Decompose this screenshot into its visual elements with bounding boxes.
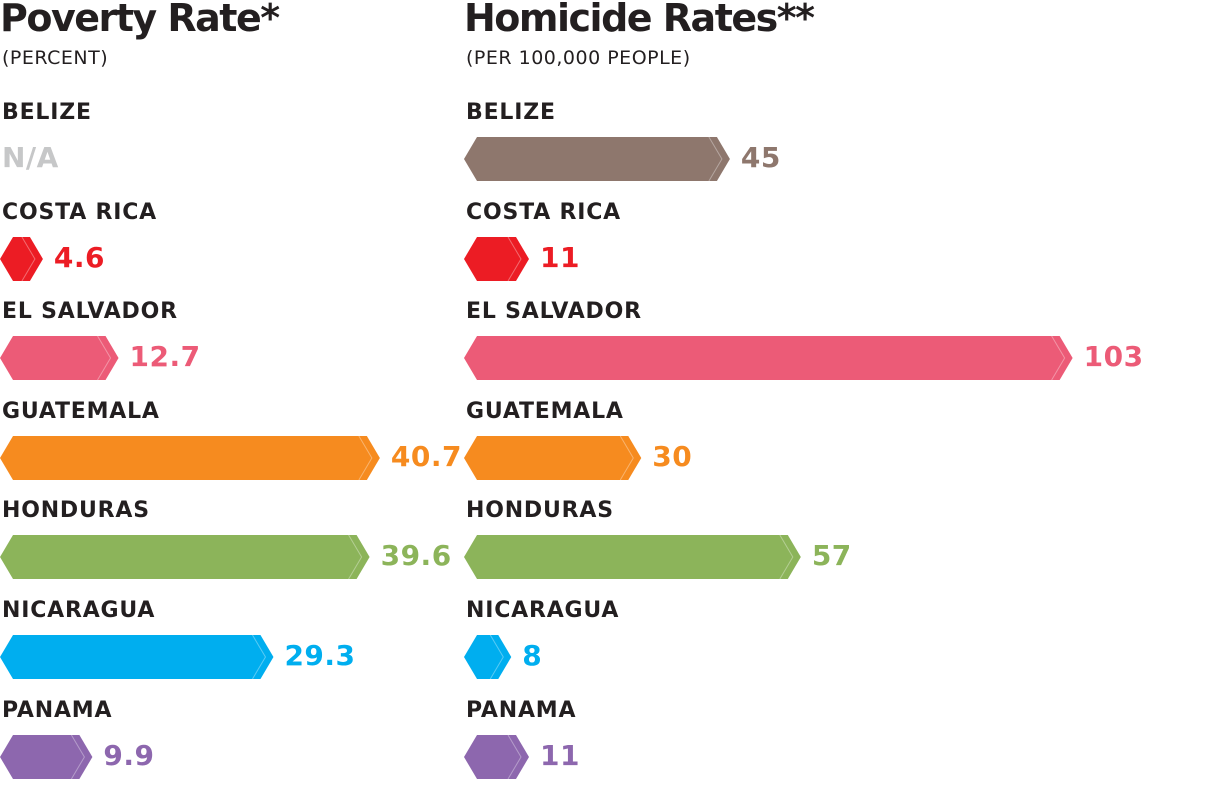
bar-facet (708, 136, 723, 182)
value-label: 12.7 (129, 340, 201, 374)
category-label: NICARAGUA (2, 598, 156, 623)
bar-facet (358, 435, 373, 481)
bar (0, 634, 274, 680)
bar-shape (0, 435, 380, 480)
value-label: 11 (540, 738, 580, 772)
bar (464, 435, 642, 481)
bar-facet (97, 335, 112, 381)
bar (464, 335, 1073, 381)
homicide-row-nicaragua: NICARAGUA 8 (464, 598, 1224, 694)
homicide-row-el-salvador: EL SALVADOR 103 (464, 299, 1224, 395)
poverty-row-el-salvador: EL SALVADOR 12.7 (0, 299, 440, 395)
homicide-subtitle: (PER 100,000 PEOPLE) (466, 47, 691, 69)
bar-shape (464, 137, 730, 181)
value-label: 39.6 (380, 539, 452, 573)
bar (0, 236, 43, 281)
category-label: GUATEMALA (466, 398, 624, 424)
category-label: GUATEMALA (2, 398, 160, 424)
value-label: 8 (522, 639, 543, 672)
category-label: BELIZE (2, 100, 92, 125)
homicide-row-guatemala: GUATEMALA 30 (464, 399, 1224, 495)
value-label-na: N/A (2, 141, 59, 174)
homicide-row-belize: BELIZE 45 (464, 100, 1224, 196)
poverty-row-nicaragua: NICARAGUA 29.3 (0, 598, 440, 694)
bar (464, 535, 801, 580)
category-label: EL SALVADOR (466, 299, 642, 325)
value-label: 4.6 (53, 240, 106, 274)
value-label: 11 (540, 240, 580, 274)
value-label: 30 (652, 439, 693, 473)
poverty-title: Poverty Rate* (0, 0, 280, 40)
category-label: HONDURAS (466, 498, 614, 524)
bar-facet (619, 435, 634, 481)
bar-facet (348, 535, 363, 580)
bar-shape (464, 535, 801, 580)
bar (464, 734, 529, 779)
bar (464, 634, 512, 680)
bar (0, 535, 370, 580)
bar-facet (1051, 335, 1066, 381)
bar-shape (464, 435, 642, 480)
value-label: 9.9 (103, 738, 155, 772)
bar-shape (464, 734, 529, 779)
category-label: PANAMA (2, 697, 113, 723)
homicide-row-honduras: HONDURAS 57 (464, 498, 1224, 594)
category-label: NICARAGUA (466, 598, 620, 623)
bar-shape (0, 734, 93, 779)
bar-facet (489, 634, 504, 680)
poverty-row-belize: BELIZE N/A (0, 100, 440, 196)
value-label: 103 (1083, 340, 1144, 374)
bar-facet (70, 734, 85, 779)
homicide-row-costa-rica: COSTA RICA 11 (464, 200, 1224, 296)
category-label: BELIZE (466, 100, 556, 125)
bar (0, 435, 380, 481)
bar-shape (0, 336, 119, 381)
poverty-row-honduras: HONDURAS 39.6 (0, 498, 451, 594)
category-label: COSTA RICA (466, 199, 621, 225)
bar (464, 236, 529, 281)
poverty-row-costa-rica: COSTA RICA 4.6 (0, 200, 440, 296)
bar-shape (464, 236, 529, 281)
poverty-row-guatemala: GUATEMALA 40.7 (0, 398, 461, 495)
bar-shape (464, 336, 1073, 381)
bar (464, 136, 730, 182)
category-label: COSTA RICA (2, 199, 157, 225)
value-label: 45 (740, 141, 781, 174)
poverty-subtitle: (PERCENT) (2, 47, 109, 69)
category-label: EL SALVADOR (2, 299, 178, 325)
bar-shape (0, 635, 274, 679)
bar-shape (0, 535, 370, 580)
category-label: HONDURAS (2, 498, 150, 524)
bar (0, 734, 93, 779)
bar-shape (0, 236, 43, 281)
homicide-row-panama: PANAMA 11 (464, 698, 1224, 794)
bar-facet (507, 734, 522, 779)
homicide-title: Homicide Rates** (464, 0, 815, 40)
value-label: 29.3 (284, 639, 356, 672)
bar-facet (252, 634, 267, 680)
bar (0, 335, 119, 381)
poverty-row-panama: PANAMA 9.9 (0, 698, 440, 794)
bar-shape (464, 635, 512, 679)
bar-facet (21, 236, 36, 281)
bar-facet (779, 535, 794, 580)
category-label: PANAMA (466, 697, 577, 723)
value-label: 40.7 (390, 439, 462, 473)
value-label: 57 (811, 539, 852, 573)
bar-facet (507, 236, 522, 281)
